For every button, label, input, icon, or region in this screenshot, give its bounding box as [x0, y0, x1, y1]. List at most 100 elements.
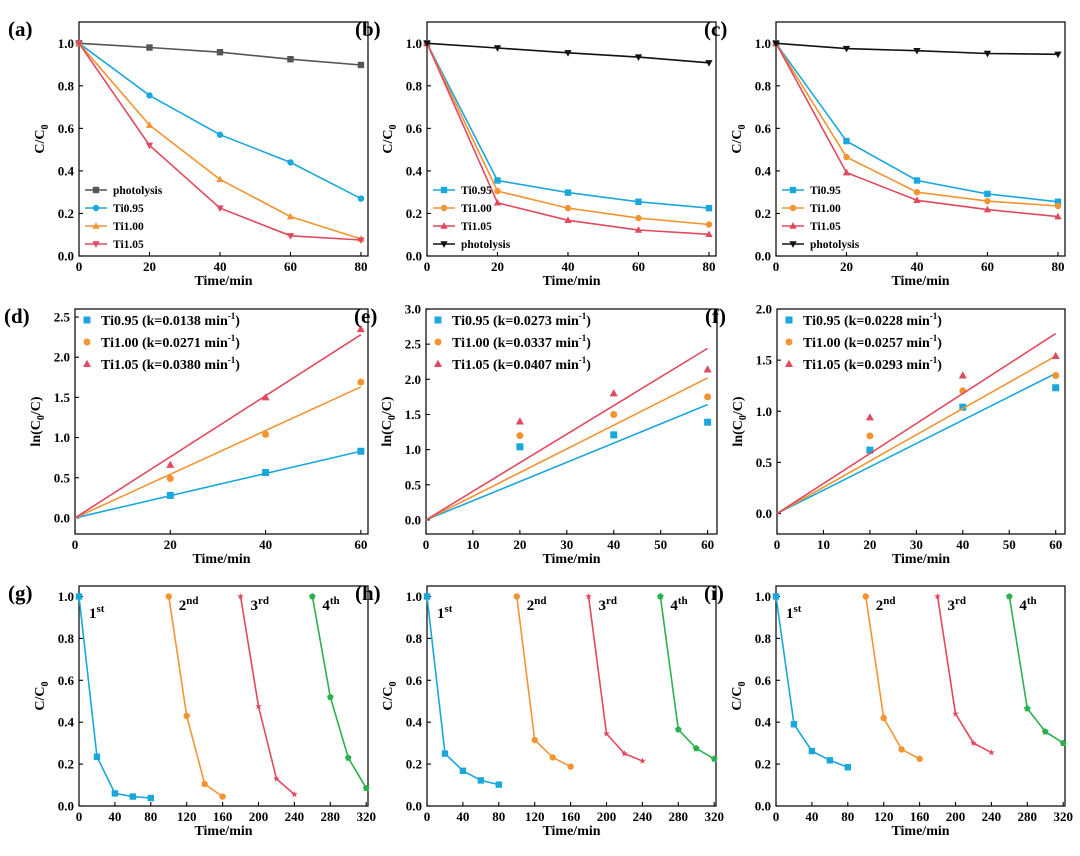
x-tick-label: 40	[213, 259, 226, 274]
data-point-Ti1.00	[705, 221, 713, 228]
y-tick-label: 3.0	[405, 302, 421, 317]
data-point-Ti1.00	[1054, 202, 1062, 210]
legend-label: Ti1.05 (k=0.0380 min-1)	[101, 355, 240, 373]
data-point-Ti1.05	[703, 365, 712, 373]
legend-label: photolysis	[810, 239, 860, 251]
x-axis-label: Time/min	[892, 552, 950, 567]
data-point-cycle3	[639, 757, 646, 764]
x-tick-label: 0	[72, 537, 79, 552]
data-point-Ti1.00	[913, 188, 921, 196]
y-tick-label: 0.6	[406, 673, 423, 688]
legend-marker	[785, 338, 793, 346]
x-tick-label: 40	[805, 809, 818, 824]
x-tick-label: 0	[773, 259, 780, 274]
y-tick-label: 2.5	[54, 310, 71, 325]
data-point-cycle3	[237, 593, 244, 600]
x-axis-label: Time/min	[194, 274, 252, 289]
series-line-cycle2	[516, 596, 571, 768]
legend-marker	[785, 316, 793, 324]
y-tick-label: 1.0	[406, 589, 422, 604]
legend-label: Ti1.05	[461, 221, 492, 233]
data-point-Ti1.05	[983, 205, 992, 213]
data-point-Ti0.95	[635, 198, 642, 205]
series-line-Ti0.95	[78, 42, 362, 200]
data-point-Ti1.05	[286, 233, 295, 240]
y-tick-label: 0.0	[58, 249, 74, 264]
data-point-Ti1.05	[493, 198, 502, 206]
plot-frame	[425, 308, 718, 535]
x-tick-label: 60	[981, 259, 994, 274]
x-tick-label: 40	[561, 259, 574, 274]
data-point-Ti1.05	[913, 196, 921, 203]
y-tick-label: 1.0	[755, 36, 771, 51]
y-tick-label: 0.8	[58, 78, 75, 93]
data-point-Ti0.95	[494, 177, 501, 184]
x-tick-label: 30	[910, 537, 923, 552]
x-axis-label: Time/min	[542, 824, 600, 839]
y-tick-label: 0.6	[406, 121, 423, 136]
series-line-cycle2	[168, 596, 224, 798]
x-axis-label: Time/min	[891, 274, 949, 289]
data-point-Ti0.95	[216, 131, 224, 138]
y-tick-label: 0.0	[755, 799, 771, 814]
data-point-cycle3	[255, 703, 262, 710]
data-point-photolysis_c	[423, 40, 431, 48]
x-tick-label: 20	[164, 537, 177, 552]
x-tick-label: 80	[144, 809, 157, 824]
y-tick-label: 0.2	[406, 206, 422, 221]
legend-marker	[789, 241, 797, 248]
plot-frame	[776, 308, 1066, 535]
data-point-Ti0.95	[704, 418, 712, 426]
data-point-Ti1.00	[216, 175, 224, 183]
legend-marker	[440, 186, 448, 194]
cycle-label: 2nd	[876, 595, 896, 614]
legend-label: Ti1.00	[461, 203, 492, 215]
data-point-Ti1.05	[634, 226, 643, 233]
data-point-cycle2	[916, 755, 923, 763]
x-tick-label: 0	[773, 809, 780, 824]
data-point-cycle4	[692, 744, 700, 752]
legend-marker	[789, 222, 797, 229]
series-line-cycle3	[239, 596, 295, 796]
y-tick-label: 1.0	[54, 430, 70, 445]
data-point-Ti1.05	[75, 40, 83, 48]
data-point-cycle3	[603, 730, 610, 737]
legend-marker	[83, 338, 91, 346]
legend-marker	[92, 222, 100, 229]
cycle-label: 4th	[322, 595, 339, 614]
y-tick-label: 0.4	[755, 715, 772, 730]
cycle-label: 1st	[89, 603, 105, 622]
x-axis-label: Time/min	[192, 552, 250, 567]
panel-a: 0 20 40 60 80 0.0 0.2 0.4 0.6 0.8 1.0 Time/min C/C0 (…	[8, 17, 369, 289]
data-point-photolysis_c	[842, 45, 851, 53]
data-point-Ti1.05	[357, 237, 365, 244]
data-point-cycle3	[970, 739, 977, 746]
data-point-photolysis_ab	[357, 61, 365, 69]
y-tick-label: 0.4	[58, 715, 75, 730]
x-tick-label: 20	[513, 537, 526, 552]
legend-label: Ti0.95	[461, 185, 492, 197]
data-point-photolysis_ab	[146, 44, 153, 51]
legend-label: Ti1.00	[810, 203, 841, 215]
data-point-cycle3	[934, 593, 941, 600]
data-point-cycle1	[844, 764, 852, 771]
fit-line-Ti1.00	[74, 386, 362, 519]
data-point-cycle1	[75, 593, 83, 600]
data-point-cycle4	[1024, 705, 1031, 712]
x-tick-label: 60	[1049, 537, 1062, 552]
data-point-cycle3	[273, 775, 280, 782]
x-tick-label: 40	[259, 537, 272, 552]
x-tick-label: 280	[321, 809, 341, 824]
data-point-Ti0.95	[262, 469, 270, 477]
series-line-cycle2	[865, 596, 920, 760]
plot-frame	[775, 585, 1066, 807]
data-point-Ti1.00	[262, 430, 270, 438]
data-point-Ti1.05	[145, 142, 154, 150]
legend-marker	[92, 186, 100, 194]
x-tick-label: 60	[354, 537, 367, 552]
plot-frame	[426, 585, 717, 807]
data-point-Ti0.95	[1054, 198, 1062, 205]
legend-marker	[789, 204, 797, 212]
data-point-photolysis_c	[1054, 51, 1062, 59]
data-point-photolysis_c	[983, 50, 992, 58]
